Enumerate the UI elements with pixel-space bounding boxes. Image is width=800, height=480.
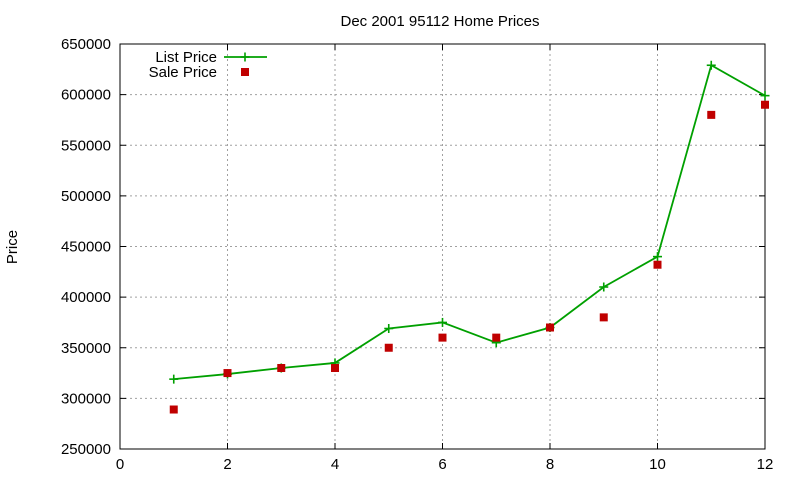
y-tick-label: 400000 xyxy=(61,289,111,306)
sale-price-point xyxy=(707,110,716,119)
x-tick-label: 0 xyxy=(116,456,124,473)
legend-label: Sale Price xyxy=(149,64,217,81)
sale-price-point xyxy=(546,323,554,332)
y-axis-label: Price xyxy=(4,230,21,264)
legend-label: List Price xyxy=(155,49,217,66)
sale-price-point xyxy=(277,364,286,372)
x-tick-label: 8 xyxy=(546,456,554,473)
sale-price-point xyxy=(438,333,447,342)
legend-plus-marker xyxy=(240,52,250,62)
sale-price-point xyxy=(492,333,501,342)
y-tick-label: 550000 xyxy=(61,137,111,154)
series-sale-price xyxy=(169,100,769,414)
series-list-price xyxy=(169,60,770,384)
x-tick-label: 6 xyxy=(438,456,446,473)
legend-square-marker xyxy=(241,68,249,76)
list-price-point xyxy=(760,91,770,101)
sale-price-point xyxy=(223,369,232,378)
y-tick-label: 250000 xyxy=(61,441,111,458)
list-price-point xyxy=(706,60,716,70)
sale-price-point xyxy=(653,260,662,269)
list-price-point xyxy=(384,324,394,334)
grid-layer xyxy=(120,44,765,449)
series-layer xyxy=(169,60,770,414)
y-tick-label: 500000 xyxy=(61,188,111,205)
sale-price-point xyxy=(761,100,769,109)
x-tick-label: 12 xyxy=(757,456,774,473)
list-price-point xyxy=(438,317,447,327)
y-tick-label: 650000 xyxy=(61,36,111,53)
sale-price-point xyxy=(331,364,339,372)
list-price-point xyxy=(653,252,662,262)
y-tick-label: 600000 xyxy=(61,87,111,104)
x-tick-label: 10 xyxy=(649,456,666,473)
list-price-point xyxy=(599,282,609,292)
x-tick-label: 2 xyxy=(223,456,231,473)
ticks-layer: 250000 300000 350000 400000 450000 500000 5500… xyxy=(61,36,773,473)
y-tick-label: 450000 xyxy=(61,239,111,256)
sale-price-point xyxy=(169,405,178,414)
y-tick-label: 350000 xyxy=(61,340,111,357)
list-price-line xyxy=(173,63,766,381)
sale-price-point xyxy=(599,313,608,322)
list-price-point xyxy=(169,374,179,384)
x-tick-label: 4 xyxy=(331,456,339,473)
chart-title: Dec 2001 95112 Home Prices xyxy=(341,13,540,30)
y-tick-label: 300000 xyxy=(61,390,111,407)
sale-price-point xyxy=(384,343,393,352)
